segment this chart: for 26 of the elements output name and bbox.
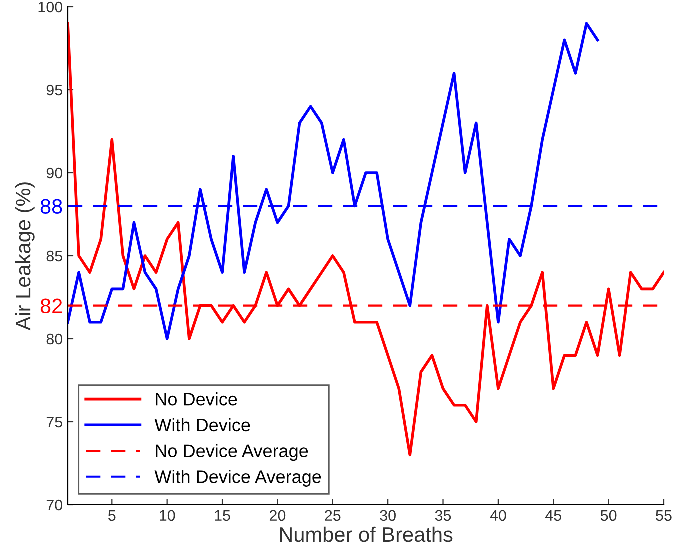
- legend-label: No Device: [156, 392, 238, 406]
- y-tick-label: 85: [46, 250, 62, 262]
- x-tick-label: 50: [600, 510, 617, 522]
- x-tick-label: 35: [435, 510, 452, 522]
- x-tick-label: 30: [380, 510, 396, 522]
- x-tick-label: 10: [160, 510, 176, 522]
- x-tick-label: 45: [545, 510, 562, 522]
- y-tick-label: 80: [46, 334, 63, 345]
- y-tick-label: 75: [46, 417, 62, 428]
- x-tick-label: 25: [325, 510, 341, 522]
- legend-label: With Device Average: [154, 470, 322, 487]
- y-tick-label: 70: [46, 500, 63, 511]
- y-tick-label: 95: [46, 84, 62, 96]
- y-tick-label: 90: [46, 168, 63, 179]
- x-tick-label: 40: [490, 510, 506, 522]
- x-axis-title: Number of Breaths: [280, 526, 453, 542]
- x-tick-label: 20: [270, 510, 286, 522]
- y-tick-label: 88: [40, 199, 62, 214]
- legend-label: No Device Average: [156, 444, 308, 462]
- y-tick-label: 100: [38, 2, 63, 13]
- x-tick-label: 15: [215, 510, 230, 522]
- y-axis-title: Air Leakage (%): [15, 182, 35, 331]
- x-tick-label: 55: [656, 510, 672, 522]
- legend-label: With Device: [154, 418, 250, 432]
- x-tick-label: 5: [108, 510, 116, 522]
- y-tick-label: 82: [40, 298, 62, 314]
